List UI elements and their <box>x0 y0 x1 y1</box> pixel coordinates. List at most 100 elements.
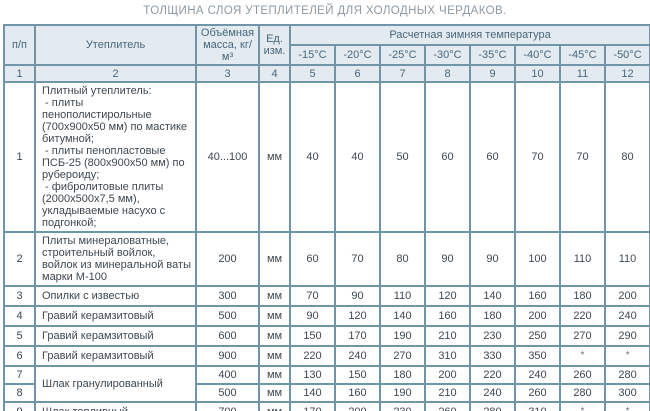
thickness-value: 60 <box>289 231 336 287</box>
thickness-value: 110 <box>603 231 650 287</box>
thickness-value: 220 <box>559 305 606 327</box>
temp-column-header: -30°С <box>424 44 471 66</box>
thickness-value: * <box>559 345 606 367</box>
column-number: 9 <box>469 64 516 83</box>
row-number: 2 <box>3 231 36 287</box>
thickness-value: 70 <box>514 81 561 233</box>
header-row-top: п/п Утеплитель Объёмная масса, кг/м³ Ед.… <box>3 24 650 66</box>
thickness-value: 150 <box>334 365 381 385</box>
thickness-value: 180 <box>559 285 606 307</box>
thickness-value: 290 <box>603 325 650 347</box>
unit: мм <box>258 231 291 287</box>
row-number: 5 <box>3 325 36 347</box>
unit: мм <box>258 401 291 411</box>
column-number: 10 <box>514 64 561 83</box>
thickness-value: 260 <box>514 383 561 403</box>
column-number: 2 <box>34 64 197 83</box>
thickness-value: 90 <box>289 305 336 327</box>
thickness-value: * <box>603 401 650 411</box>
unit: мм <box>258 365 291 385</box>
thickness-value: 90 <box>469 231 516 287</box>
thickness-value: 40 <box>289 81 336 233</box>
row-number: 8 <box>3 383 36 403</box>
column-number: 6 <box>334 64 381 83</box>
insulation-name: Шлак гранулированный <box>34 365 197 403</box>
temp-column-header: -35°С <box>469 44 516 66</box>
unit: мм <box>258 81 291 233</box>
temp-column-header: -50°С <box>603 44 650 66</box>
thickness-value: 150 <box>289 325 336 347</box>
thickness-value: 170 <box>289 401 336 411</box>
table-row: 6 Гравий керамзитовый 900 мм 220 240 270 310 330… <box>3 345 650 367</box>
column-number: 11 <box>559 64 606 83</box>
thickness-value: 170 <box>334 325 381 347</box>
table-row: 8 500 мм 140 160 190 210 240 260 280 300 <box>3 383 650 403</box>
temp-column-header: -25°С <box>379 44 426 66</box>
temp-column-header: -20°С <box>334 44 381 66</box>
thickness-value: * <box>559 401 606 411</box>
thickness-value: 240 <box>603 305 650 327</box>
column-number: 3 <box>195 64 260 83</box>
thickness-value: 240 <box>334 345 381 367</box>
unit: мм <box>258 345 291 367</box>
table-row: 9Шлак топливный700мм170200230260280310** <box>3 401 650 411</box>
thickness-value: 180 <box>469 305 516 327</box>
volume-mass: 700 <box>195 401 260 411</box>
thickness-value: 70 <box>334 231 381 287</box>
thickness-value: 240 <box>469 383 516 403</box>
thickness-value: 190 <box>379 383 426 403</box>
thickness-value: 250 <box>514 325 561 347</box>
thickness-value: 70 <box>559 81 606 233</box>
thickness-value: 120 <box>334 305 381 327</box>
col-header-mass: Объёмная масса, кг/м³ <box>195 24 260 66</box>
col-header-num: п/п <box>3 24 36 66</box>
table-row: 4 Гравий керамзитовый 500 мм 90 120 140 160 180 2… <box>3 305 650 327</box>
page-title: ТОЛЩИНА СЛОЯ УТЕПЛИТЕЛЕЙ ДЛЯ ХОЛОДНЫХ ЧЕ… <box>143 5 507 17</box>
table-row: 5 Гравий керамзитовый 600 мм 150 170 190 210 230… <box>3 325 650 347</box>
row-number: 4 <box>3 305 36 327</box>
table-row: 7 Шлак гранулированный 400 мм 130 150 180 200 22… <box>3 365 650 403</box>
column-number: 5 <box>289 64 336 83</box>
thickness-value: 40 <box>334 81 381 233</box>
thickness-value: 90 <box>424 231 471 287</box>
thickness-value: 200 <box>424 365 471 385</box>
temp-column-header: -45°С <box>559 44 606 66</box>
row-number: 7 <box>3 365 36 385</box>
thickness-value: 80 <box>603 81 650 233</box>
thickness-value: 350 <box>514 345 561 367</box>
insulation-name: Гравий керамзитовый <box>34 305 197 327</box>
thickness-value: 280 <box>559 383 606 403</box>
volume-mass: 900 <box>195 345 260 367</box>
insulation-name: Гравий керамзитовый <box>34 345 197 367</box>
insulation-name: Гравий керамзитовый <box>34 325 197 347</box>
table-row: 3 Опилки с известью 300 мм 70 90 110 120 140 160 1… <box>3 285 650 307</box>
thickness-value: 140 <box>469 285 516 307</box>
thickness-value: 160 <box>514 285 561 307</box>
volume-mass: 40...100 <box>195 81 260 233</box>
thickness-value: 260 <box>424 401 471 411</box>
thickness-value: 240 <box>514 365 561 385</box>
thickness-value: 280 <box>469 401 516 411</box>
thickness-value: 200 <box>514 305 561 327</box>
thickness-value: 140 <box>289 383 336 403</box>
thickness-value: 130 <box>289 365 336 385</box>
thickness-value: 280 <box>603 365 650 385</box>
thickness-value: 80 <box>379 231 426 287</box>
unit: мм <box>258 383 291 403</box>
volume-mass: 600 <box>195 325 260 347</box>
thickness-value: 200 <box>603 285 650 307</box>
thickness-value: 230 <box>469 325 516 347</box>
column-number: 4 <box>258 64 291 83</box>
thickness-value: 230 <box>379 401 426 411</box>
thickness-value: 160 <box>334 383 381 403</box>
insulation-name: Опилки с известью <box>34 285 197 307</box>
thickness-value: 110 <box>559 231 606 287</box>
thickness-value: 310 <box>424 345 471 367</box>
thickness-value: 70 <box>289 285 336 307</box>
volume-mass: 500 <box>195 383 260 403</box>
thickness-value: 110 <box>379 285 426 307</box>
row-number: 6 <box>3 345 36 367</box>
unit: мм <box>258 325 291 347</box>
thickness-value: 60 <box>469 81 516 233</box>
table-row: 1 Плитный утеплитель: - плиты пенополисти… <box>3 81 650 233</box>
